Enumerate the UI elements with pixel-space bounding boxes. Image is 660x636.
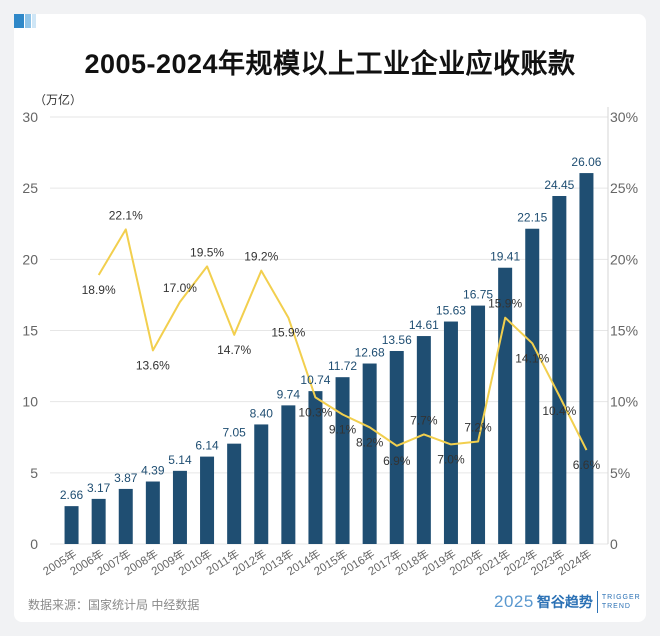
bar bbox=[118, 488, 133, 544]
line-value-label: 13.6% bbox=[136, 358, 170, 372]
bar bbox=[443, 321, 458, 544]
bar bbox=[416, 336, 431, 544]
line-value-label: 7.7% bbox=[410, 413, 438, 427]
line-value-label: 6.9% bbox=[383, 454, 411, 468]
y-right-tick-label: 15% bbox=[610, 323, 638, 339]
bar-value-label: 6.14 bbox=[195, 439, 219, 453]
growth-rate-line bbox=[97, 228, 588, 451]
bar bbox=[254, 424, 269, 544]
line-value-label: 10.4% bbox=[542, 404, 576, 418]
line-value-label: 19.2% bbox=[244, 250, 278, 264]
bar bbox=[525, 228, 540, 544]
bar bbox=[281, 405, 296, 544]
bar bbox=[64, 506, 79, 544]
bar bbox=[145, 481, 160, 544]
bar bbox=[471, 305, 486, 544]
bar-value-label: 2.66 bbox=[60, 488, 84, 502]
bar-value-label: 26.06 bbox=[571, 155, 601, 169]
bar bbox=[200, 456, 215, 544]
bar-value-label: 19.41 bbox=[490, 250, 520, 264]
y-right-tick-label: 10% bbox=[610, 394, 638, 410]
y-left-tick-label: 15 bbox=[22, 323, 38, 339]
line-value-label: 14.7% bbox=[217, 343, 251, 357]
bar-value-label: 10.74 bbox=[300, 373, 330, 387]
line-value-label: 17.0% bbox=[163, 281, 197, 295]
bar bbox=[172, 470, 187, 544]
brand-logo: 2025 智谷趋势 TRIGGER TREND bbox=[494, 591, 641, 613]
line-value-label: 22.1% bbox=[109, 208, 143, 222]
y-left-tick-label: 20 bbox=[22, 251, 38, 267]
line-value-label: 6.6% bbox=[573, 458, 601, 472]
bar-value-label: 14.61 bbox=[409, 318, 439, 332]
bar-value-label: 13.56 bbox=[382, 333, 412, 347]
bar bbox=[362, 363, 377, 544]
corner-logo-mark bbox=[14, 14, 36, 28]
bar bbox=[308, 391, 323, 544]
line-value-label: 19.5% bbox=[190, 245, 224, 259]
line-value-label: 14.1% bbox=[515, 351, 549, 365]
y-left-tick-label: 10 bbox=[22, 394, 38, 410]
line-value-label: 7.2% bbox=[464, 421, 492, 435]
bar bbox=[227, 443, 242, 544]
y-left-tick-label: 30 bbox=[22, 109, 38, 125]
brand-english-line1: TRIGGER bbox=[601, 594, 641, 601]
bar-value-label: 24.45 bbox=[544, 178, 574, 192]
bar-value-label: 15.63 bbox=[436, 304, 466, 318]
bar-value-label: 8.40 bbox=[250, 406, 274, 420]
bar-value-label: 12.68 bbox=[355, 346, 385, 360]
bar-value-label: 11.72 bbox=[328, 359, 357, 373]
y-left-tick-label: 0 bbox=[30, 536, 38, 552]
y-right-tick-label: 25% bbox=[610, 180, 638, 196]
line-value-label: 9.1% bbox=[329, 422, 357, 436]
bar-value-label: 3.17 bbox=[87, 481, 111, 495]
bar bbox=[389, 350, 404, 544]
y-axis-unit-label: （万亿） bbox=[34, 93, 83, 107]
y-left-tick-label: 5 bbox=[30, 465, 38, 481]
bar bbox=[552, 195, 567, 544]
bar-value-label: 7.05 bbox=[222, 426, 246, 440]
bar-value-label: 3.87 bbox=[114, 471, 138, 485]
line-value-label: 10.3% bbox=[298, 405, 332, 419]
line-value-label: 15.9% bbox=[488, 297, 522, 311]
y-right-tick-label: 0 bbox=[610, 536, 618, 552]
line-value-label: 18.9% bbox=[82, 283, 116, 297]
bar-value-label: 5.14 bbox=[168, 453, 192, 467]
bar-value-label: 16.75 bbox=[463, 288, 493, 302]
y-left-tick-label: 25 bbox=[22, 180, 38, 196]
bar-value-label: 22.15 bbox=[517, 211, 547, 225]
data-source-note: 数据来源：国家统计局 中经数据 bbox=[28, 598, 200, 612]
brand-english: TRIGGER TREND bbox=[602, 593, 641, 611]
line-value-label: 7.0% bbox=[437, 452, 465, 466]
bar bbox=[335, 377, 350, 544]
brand-english-line2: TREND bbox=[601, 603, 631, 610]
brand-separator bbox=[596, 591, 598, 613]
line-value-label: 8.2% bbox=[356, 435, 384, 449]
y-right-tick-label: 5% bbox=[610, 465, 630, 481]
y-right-tick-label: 30% bbox=[610, 109, 638, 125]
line-value-label: 15.9% bbox=[271, 326, 305, 340]
bar bbox=[579, 173, 594, 544]
y-right-tick-label: 20% bbox=[610, 251, 638, 267]
brand-year: 2025 bbox=[494, 592, 534, 611]
bar-value-label: 9.74 bbox=[277, 387, 301, 401]
bar-value-label: 4.39 bbox=[141, 464, 165, 478]
brand-name: 智谷趋势 bbox=[536, 594, 593, 610]
chart-title: 2005-2024年规模以上工业企业应收账款 bbox=[84, 49, 576, 79]
bar bbox=[91, 498, 106, 544]
